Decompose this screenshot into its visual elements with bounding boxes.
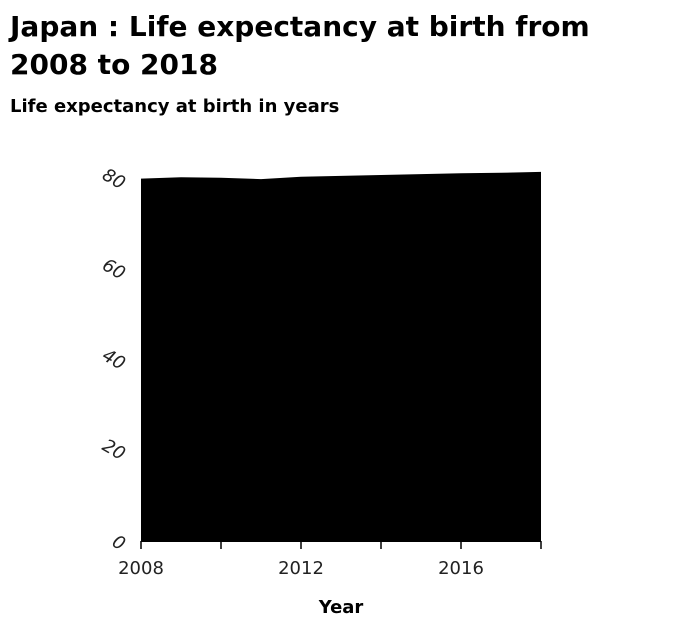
y-axis-label: Life expectancy at birth in years [10,96,340,117]
x-tick-label-2008: 2008 [118,558,164,579]
y-tick-label-0: 0 [108,531,128,555]
y-tick-label-40: 40 [98,345,128,375]
y-tick-label-60: 60 [98,255,128,285]
chart-title: Japan : Life expectancy at birth from 20… [10,10,590,81]
x-axis-label: Year [318,597,364,618]
y-tick-label-20: 20 [98,435,128,465]
area-series [141,171,541,541]
y-tick-label-80: 80 [98,164,128,194]
plot-area: 2008 2012 2016 0 20 40 60 80 [98,164,542,579]
x-tick-label-2012: 2012 [278,558,324,579]
x-tick-label-2016: 2016 [438,558,484,579]
